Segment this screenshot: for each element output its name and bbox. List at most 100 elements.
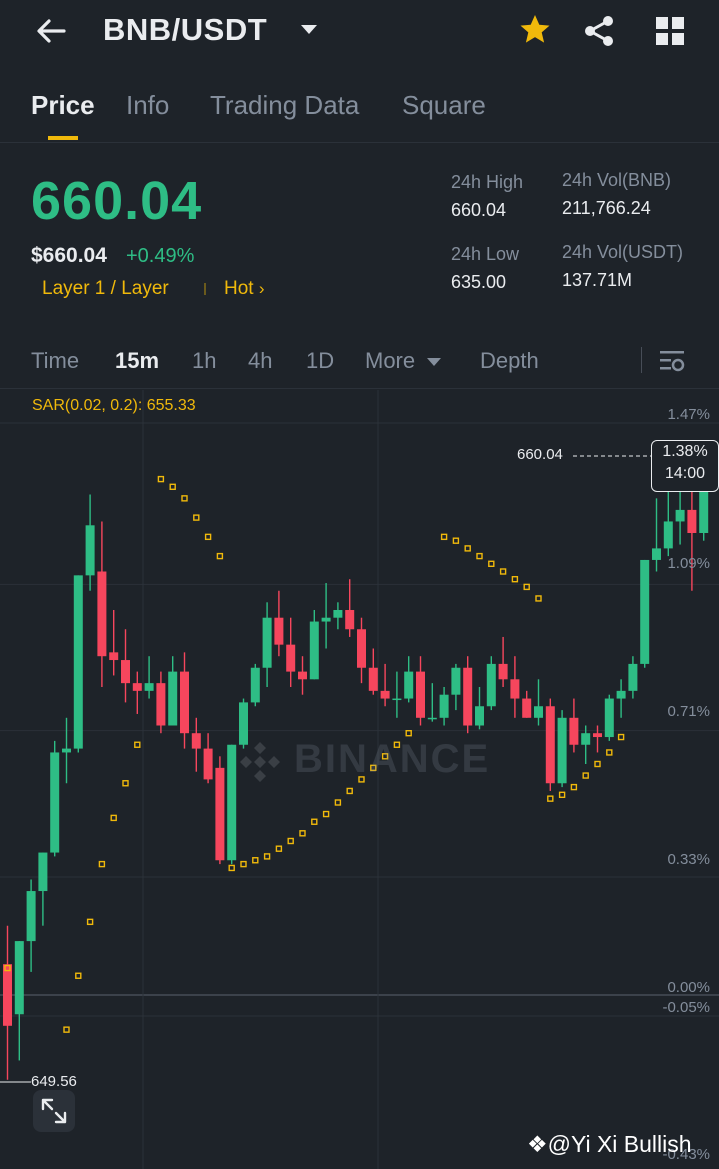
interval-divider xyxy=(641,347,642,373)
sar-dot xyxy=(322,810,330,818)
candle-body xyxy=(416,671,425,718)
sar-dot xyxy=(606,749,613,756)
sar-dot xyxy=(511,576,519,583)
sar-dot xyxy=(252,857,259,864)
candlestick-chart[interactable]: 1.47% 1.09% 0.71% 0.33% 0.00% -0.05% -0.43% xyxy=(0,390,719,1169)
candle-body xyxy=(640,559,650,664)
expand-icon[interactable] xyxy=(33,1090,75,1132)
vol-base-value: 211,766.24 xyxy=(562,198,651,218)
tooltip-percent: 1.38% xyxy=(662,443,708,460)
interval-more[interactable]: More xyxy=(365,348,416,373)
interval-15m[interactable]: 15m xyxy=(115,348,160,373)
sar-dot xyxy=(134,741,141,748)
candle-body xyxy=(545,706,555,784)
candle-body xyxy=(73,575,83,749)
candle-body xyxy=(215,767,225,861)
candle-body xyxy=(593,733,602,738)
tag-divider xyxy=(204,283,206,295)
caret-down-icon[interactable] xyxy=(427,357,441,367)
sar-dot xyxy=(617,733,625,741)
interval-1h[interactable]: 1h xyxy=(192,348,217,373)
sar-dot xyxy=(499,568,507,575)
credit-text: @Yi Xi Bullish xyxy=(547,1131,692,1157)
vol-base-label: 24h Vol(BNB) xyxy=(562,170,672,190)
high-label: 24h High xyxy=(451,172,524,192)
tab-price[interactable]: Price xyxy=(31,90,95,120)
candle-body xyxy=(404,671,414,699)
candle-body xyxy=(498,663,508,680)
sar-dot xyxy=(275,845,283,852)
interval-bar: Time 15m 1h 4h 1D More Depth xyxy=(0,340,719,389)
tab-square[interactable]: Square xyxy=(402,90,486,120)
candle-body xyxy=(663,521,673,549)
grid-icon[interactable] xyxy=(654,15,686,47)
interval-1d[interactable]: 1D xyxy=(306,348,335,373)
candle-body xyxy=(687,509,697,533)
y-axis-tick-label: 1.47% xyxy=(667,406,710,423)
candle-body xyxy=(109,652,119,661)
sar-dot xyxy=(558,791,566,798)
sar-dot xyxy=(334,799,342,806)
watermark-text: BINANCE xyxy=(294,737,491,781)
sar-dot xyxy=(523,583,530,591)
y-axis-tick-label: 0.00% xyxy=(667,979,710,996)
active-tab-indicator xyxy=(48,136,78,140)
tab-info[interactable]: Info xyxy=(126,90,170,120)
sar-dot xyxy=(63,1026,70,1033)
candle-body xyxy=(616,690,626,699)
tab-trading-data[interactable]: Trading Data xyxy=(210,90,360,120)
candle-body xyxy=(380,690,390,699)
caret-down-icon[interactable] xyxy=(300,20,318,38)
chart-settings-icon[interactable] xyxy=(658,348,686,374)
arrow-left-icon[interactable] xyxy=(34,14,68,48)
sar-dot xyxy=(169,483,176,490)
candle-body xyxy=(557,717,567,784)
current-price-label: 660.04 xyxy=(517,446,563,463)
sar-dot xyxy=(157,475,165,483)
interval-4h[interactable]: 4h xyxy=(248,348,273,373)
top-bar: BNB/USDT xyxy=(0,0,719,64)
interval-time[interactable]: Time xyxy=(31,348,80,373)
sar-dot xyxy=(204,533,212,541)
sar-dot xyxy=(287,837,294,845)
candle-body xyxy=(203,748,213,780)
candle-body xyxy=(486,663,496,707)
candle-body xyxy=(392,698,402,701)
candle-body xyxy=(298,671,307,680)
sar-dot xyxy=(405,730,412,737)
main-tabs: Price Info Trading Data Square xyxy=(0,80,719,143)
candle-body xyxy=(699,463,709,533)
candle-body xyxy=(333,610,343,618)
category-tags[interactable]: Layer 1 / Layer xyxy=(42,278,169,299)
candle-body xyxy=(168,671,178,726)
chart-gridlines xyxy=(0,390,719,1169)
share-icon[interactable] xyxy=(582,14,616,48)
candle-body xyxy=(309,621,319,680)
candle-body xyxy=(345,610,355,630)
star-icon[interactable] xyxy=(518,13,552,47)
candle-body xyxy=(581,733,591,745)
low-label: 24h Low xyxy=(451,244,520,264)
sar-dot xyxy=(75,972,82,979)
candle-body xyxy=(534,706,543,718)
sar-dot xyxy=(476,552,483,560)
sar-series xyxy=(4,475,625,1033)
sar-dot xyxy=(299,830,306,837)
price-tooltip: 1.38% 14:00 xyxy=(651,440,719,492)
candle-body xyxy=(227,744,237,861)
sar-dot xyxy=(370,764,377,772)
candle-body xyxy=(191,733,201,749)
vol-quote-label: 24h Vol(USDT) xyxy=(562,242,684,262)
interval-depth[interactable]: Depth xyxy=(480,348,539,373)
candle-body xyxy=(522,698,532,718)
sar-dot xyxy=(86,918,94,926)
hot-tag[interactable]: Hot › xyxy=(224,278,265,300)
candle-body xyxy=(628,663,638,691)
candle-body xyxy=(368,667,378,691)
candle-body xyxy=(38,852,48,892)
candle-body xyxy=(156,683,166,726)
y-axis-tick-label: 0.71% xyxy=(667,703,710,720)
trading-pair-title[interactable]: BNB/USDT xyxy=(103,12,268,47)
candle-body xyxy=(451,667,461,695)
sar-dot xyxy=(181,495,188,502)
